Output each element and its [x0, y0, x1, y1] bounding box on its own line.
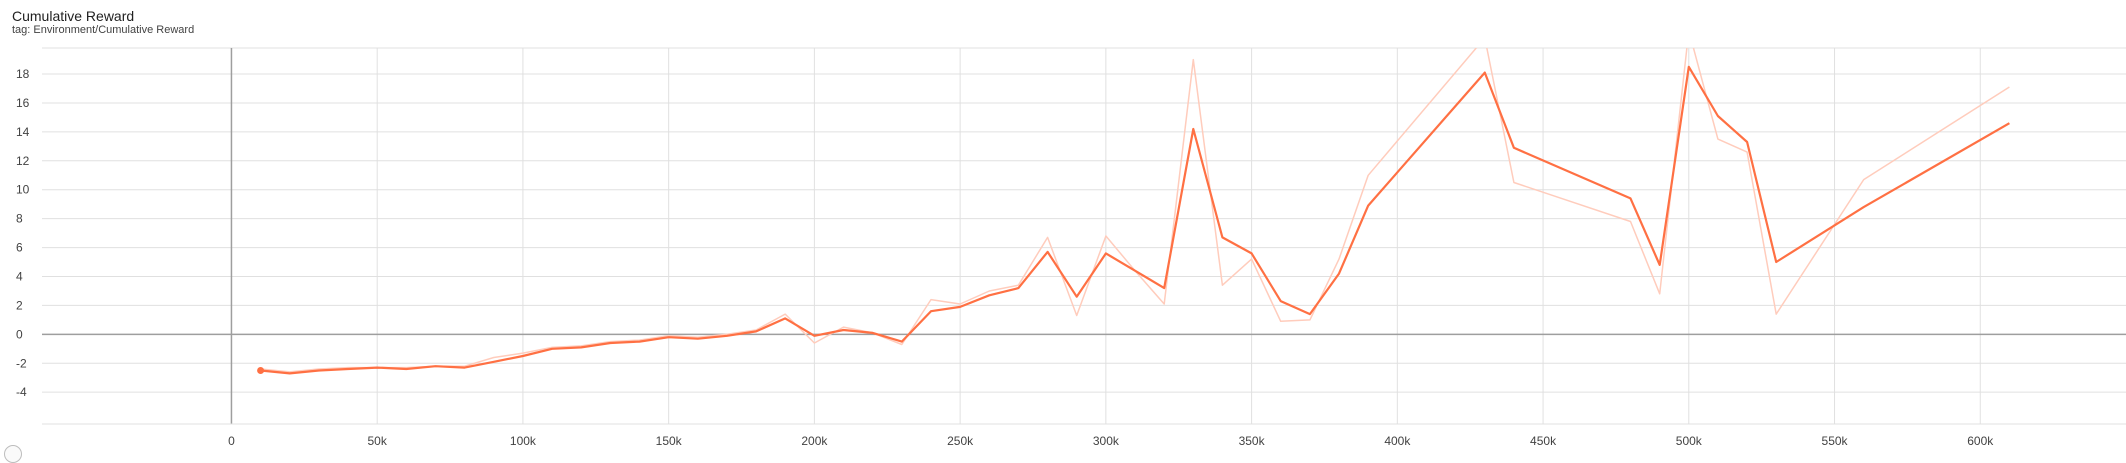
y-tick-label: 8 — [16, 212, 23, 226]
y-tick-label: -4 — [16, 385, 27, 399]
x-tick-label: 50k — [368, 434, 388, 448]
x-tick-label: 500k — [1676, 434, 1703, 448]
y-tick-label: -2 — [16, 356, 27, 370]
tick-label-layer: -4 -2 0 2 4 6 8 10 12 14 16 18 0 50k 100k 150k 200k 250k 3… — [16, 67, 1994, 448]
x-tick-label: 350k — [1239, 434, 1266, 448]
toggle-expand-icon[interactable] — [4, 445, 22, 463]
y-tick-label: 10 — [16, 183, 30, 197]
series-layer — [257, 48, 2010, 375]
y-tick-label: 18 — [16, 67, 30, 81]
x-tick-label: 250k — [947, 434, 974, 448]
series-start-point — [257, 366, 265, 374]
y-tick-label: 4 — [16, 269, 23, 283]
x-tick-label: 100k — [510, 434, 537, 448]
y-tick-label: 2 — [16, 298, 23, 312]
x-tick-label: 400k — [1384, 434, 1411, 448]
y-tick-label: 6 — [16, 241, 23, 255]
x-tick-label: 450k — [1530, 434, 1557, 448]
raw-series-line — [260, 48, 2010, 373]
y-tick-label: 0 — [16, 327, 23, 341]
chart-title: Cumulative Reward — [12, 8, 135, 24]
chart-tag: tag: Environment/Cumulative Reward — [12, 24, 195, 36]
x-tick-label: 150k — [656, 434, 683, 448]
y-tick-label: 14 — [16, 125, 30, 139]
x-tick-label: 600k — [1967, 434, 1994, 448]
x-tick-label: 550k — [1822, 434, 1849, 448]
x-tick-label: 300k — [1093, 434, 1120, 448]
y-tick-label: 12 — [16, 154, 30, 168]
line-chart[interactable]: -4 -2 0 2 4 6 8 10 12 14 16 18 0 50k 100k 150k 200k 250k 3… — [0, 0, 2126, 453]
smoothed-series-line — [260, 65, 2010, 375]
axis-layer — [42, 48, 2126, 425]
x-tick-label: 200k — [801, 434, 828, 448]
x-tick-label: 0 — [228, 434, 235, 448]
y-tick-label: 16 — [16, 96, 30, 110]
